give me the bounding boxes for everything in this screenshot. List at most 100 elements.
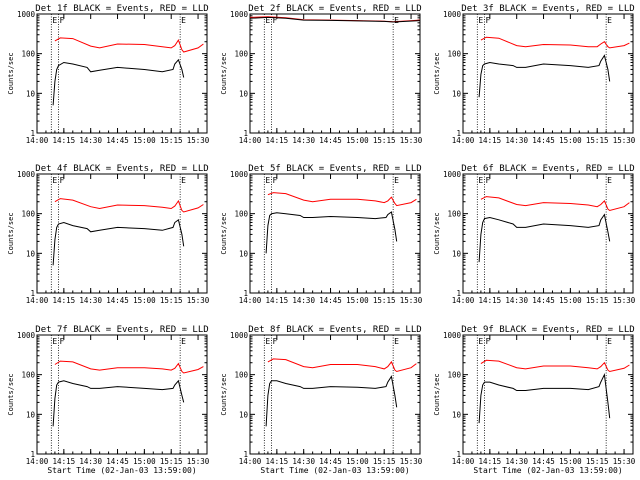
x-tick-label: 14:30 <box>79 457 102 466</box>
y-tick-label: 100 <box>447 210 461 219</box>
y-tick-label: 1000 <box>443 10 462 19</box>
x-tick-label: 14:45 <box>319 136 342 145</box>
detector-panel: Det 4f BLACK = Events, RED = LLD Counts/s… <box>7 164 210 305</box>
x-tick-label: 15:15 <box>586 457 609 466</box>
x-tick-label: 14:00 <box>239 457 262 466</box>
event-marker-label: F <box>59 16 64 25</box>
event-marker-label: F <box>272 176 277 185</box>
panel-title: Det 9f BLACK = Events, RED = LLD <box>461 325 634 335</box>
x-tick-label: 14:00 <box>452 136 475 145</box>
event-marker-label: F <box>59 176 64 185</box>
y-tick-label: 1000 <box>17 170 36 179</box>
y-tick-label: 10 <box>452 89 462 98</box>
event-marker-label: F <box>59 337 64 346</box>
y-tick-label: 1000 <box>230 331 249 340</box>
lld-series-line <box>267 192 417 207</box>
x-axis-label: Start Time (02-Jan-03 13:59:00) <box>47 466 196 475</box>
event-marker-label: E <box>52 16 57 25</box>
lld-series-line <box>54 360 204 374</box>
lld-series-line <box>54 198 204 213</box>
y-tick-label: 1 <box>30 450 35 459</box>
x-tick-label: 14:30 <box>79 136 102 145</box>
x-tick-label: 15:15 <box>586 136 609 145</box>
lld-series-line <box>267 358 417 373</box>
x-tick-label: 14:15 <box>53 457 76 466</box>
plot-frame <box>462 334 634 455</box>
y-tick-label: 10 <box>452 249 462 258</box>
y-tick-label: 1000 <box>230 170 249 179</box>
x-tick-label: 14:30 <box>505 457 528 466</box>
x-tick-label: 15:30 <box>613 136 636 145</box>
y-tick-label: 100 <box>21 371 35 380</box>
x-tick-label: 15:15 <box>373 457 396 466</box>
y-tick-label: 100 <box>234 371 248 380</box>
event-marker-label: F <box>485 337 490 346</box>
detector-panel: Det 1f BLACK = Events, RED = LLD Counts/s… <box>7 4 210 145</box>
x-tick-label: 15:00 <box>133 457 156 466</box>
plot-frame <box>36 13 208 134</box>
plot-frame <box>249 334 421 455</box>
plot-frame <box>462 173 634 294</box>
y-tick-label: 100 <box>21 50 35 59</box>
panel-title: Det 3f BLACK = Events, RED = LLD <box>461 4 634 14</box>
events-series-line <box>265 211 398 254</box>
x-tick-label: 14:45 <box>532 296 555 305</box>
x-tick-label: 15:00 <box>346 136 369 145</box>
event-marker-label: E <box>607 16 612 25</box>
x-tick-label: 14:45 <box>319 296 342 305</box>
events-series-line <box>249 16 421 23</box>
x-tick-label: 14:15 <box>53 296 76 305</box>
y-tick-label: 10 <box>239 249 249 258</box>
detector-panel: Det 3f BLACK = Events, RED = LLD Counts/s… <box>433 4 636 145</box>
x-tick-label: 14:30 <box>292 136 315 145</box>
lld-series-line <box>480 196 630 212</box>
x-tick-label: 15:00 <box>346 457 369 466</box>
x-tick-label: 14:15 <box>53 136 76 145</box>
events-series-line <box>478 372 611 424</box>
x-tick-label: 15:30 <box>400 457 423 466</box>
y-axis-label: Counts/sec <box>433 212 441 254</box>
x-tick-label: 15:00 <box>346 296 369 305</box>
event-marker-label: E <box>181 16 186 25</box>
detector-panel: Det 8f BLACK = Events, RED = LLD Counts/s… <box>220 325 423 475</box>
detector-panel: Det 9f BLACK = Events, RED = LLD Counts/s… <box>433 325 636 475</box>
events-series-line <box>478 213 611 263</box>
event-marker-label: E <box>394 176 399 185</box>
x-tick-label: 15:30 <box>187 136 210 145</box>
x-tick-label: 14:00 <box>452 457 475 466</box>
event-marker-label: E <box>265 176 270 185</box>
x-tick-label: 15:30 <box>613 296 636 305</box>
y-tick-label: 1 <box>456 129 461 138</box>
event-marker-label: E <box>394 16 399 25</box>
plot-frame <box>36 334 208 455</box>
events-series-line <box>478 54 611 98</box>
x-tick-label: 14:15 <box>266 296 289 305</box>
event-marker-label: F <box>485 176 490 185</box>
lld-series-line <box>480 359 630 373</box>
y-axis-label: Counts/sec <box>220 212 228 254</box>
y-tick-label: 1000 <box>443 331 462 340</box>
x-tick-label: 14:30 <box>505 136 528 145</box>
x-tick-label: 14:15 <box>479 136 502 145</box>
event-marker-label: F <box>272 337 277 346</box>
y-tick-label: 1000 <box>230 10 249 19</box>
x-tick-label: 14:15 <box>479 296 502 305</box>
events-series-line <box>52 218 185 266</box>
y-tick-label: 100 <box>447 50 461 59</box>
y-tick-label: 100 <box>234 50 248 59</box>
event-marker-label: F <box>272 16 277 25</box>
x-tick-label: 15:30 <box>187 296 210 305</box>
y-tick-label: 100 <box>234 210 248 219</box>
y-tick-label: 100 <box>21 210 35 219</box>
event-marker-label: E <box>52 176 57 185</box>
x-tick-label: 14:00 <box>239 136 262 145</box>
x-tick-label: 14:45 <box>532 136 555 145</box>
x-tick-label: 15:15 <box>373 136 396 145</box>
x-tick-label: 15:30 <box>187 457 210 466</box>
x-tick-label: 14:45 <box>319 457 342 466</box>
detector-panel: Det 5f BLACK = Events, RED = LLD Counts/s… <box>220 164 423 305</box>
x-tick-label: 14:30 <box>79 296 102 305</box>
events-series-line <box>265 375 398 427</box>
x-tick-label: 14:45 <box>532 457 555 466</box>
